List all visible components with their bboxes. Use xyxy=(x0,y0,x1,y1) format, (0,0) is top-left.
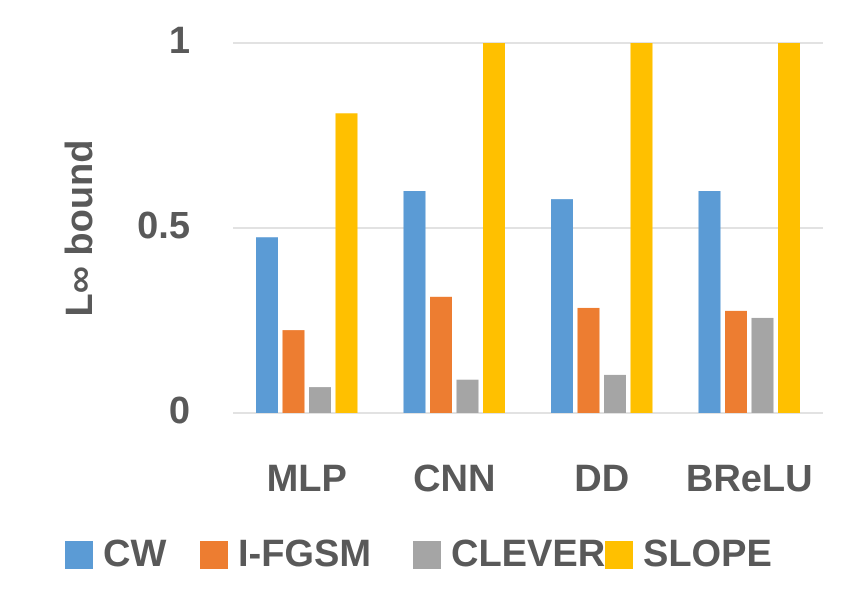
bar xyxy=(778,43,800,413)
bar xyxy=(430,296,452,413)
x-tick-label: MLP xyxy=(267,458,347,500)
bar xyxy=(456,379,479,413)
bar xyxy=(751,317,774,413)
bar xyxy=(698,191,721,413)
legend-label: SLOPE xyxy=(643,533,772,575)
x-tick-label: BReLU xyxy=(686,458,813,500)
bar xyxy=(282,330,305,413)
legend-swatch xyxy=(605,541,633,569)
legend-swatch xyxy=(413,541,441,569)
bar xyxy=(403,191,426,413)
y-tick-label: 0 xyxy=(169,390,190,432)
legend-label: CLEVER xyxy=(451,533,605,575)
y-axis-label: L∞ bound xyxy=(59,140,101,317)
bar xyxy=(604,374,626,413)
y-tick-label: 0.5 xyxy=(137,205,190,247)
bar xyxy=(256,237,278,413)
bar xyxy=(725,310,747,413)
bar xyxy=(335,113,358,414)
bar xyxy=(483,43,505,413)
legend-label: I-FGSM xyxy=(238,533,371,575)
legend-swatch xyxy=(65,541,93,569)
x-tick-label: DD xyxy=(574,458,629,500)
bar xyxy=(551,199,573,413)
x-tick-label: CNN xyxy=(413,458,495,500)
y-tick-label: 1 xyxy=(169,20,190,62)
bar xyxy=(309,387,331,413)
legend-swatch xyxy=(200,541,228,569)
bar xyxy=(577,307,600,413)
legend-label: CW xyxy=(103,533,166,575)
bar xyxy=(630,43,653,413)
